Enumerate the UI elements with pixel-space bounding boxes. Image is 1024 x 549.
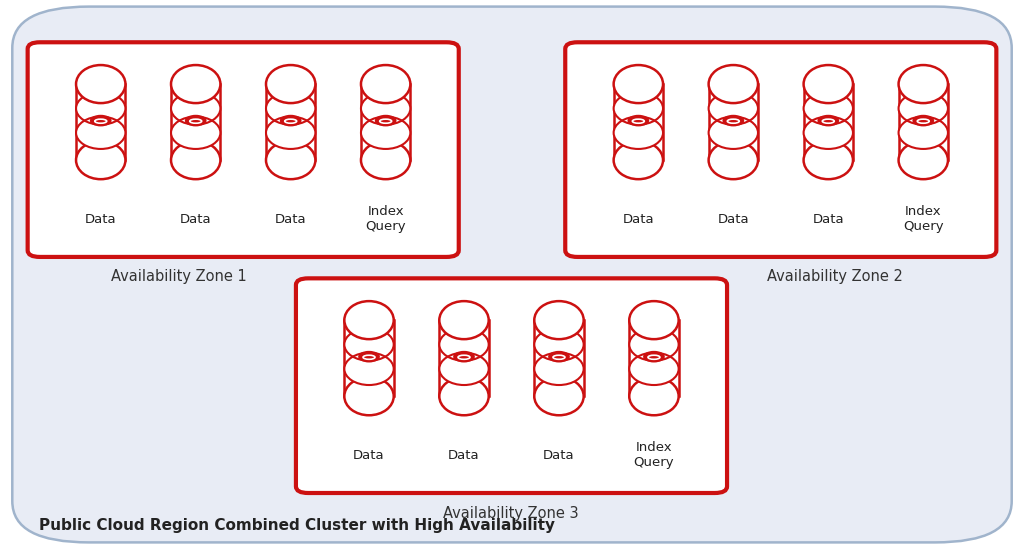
Text: Data: Data (623, 213, 654, 226)
Ellipse shape (804, 116, 853, 149)
Ellipse shape (804, 141, 853, 179)
Circle shape (280, 115, 301, 126)
Polygon shape (630, 320, 679, 396)
Polygon shape (709, 84, 758, 160)
Ellipse shape (709, 116, 758, 149)
Ellipse shape (630, 352, 679, 385)
Circle shape (548, 351, 569, 362)
Text: Availability Zone 3: Availability Zone 3 (443, 506, 579, 520)
Polygon shape (266, 84, 315, 160)
Polygon shape (613, 84, 663, 160)
Circle shape (912, 115, 934, 126)
FancyBboxPatch shape (296, 278, 727, 493)
Ellipse shape (76, 116, 125, 149)
Circle shape (454, 351, 475, 362)
Ellipse shape (344, 301, 393, 339)
Ellipse shape (709, 141, 758, 179)
Polygon shape (361, 84, 411, 160)
Text: Data: Data (85, 213, 117, 226)
Ellipse shape (76, 65, 125, 103)
Polygon shape (171, 84, 220, 160)
Text: Data: Data (353, 449, 385, 462)
Polygon shape (804, 84, 853, 160)
Ellipse shape (344, 328, 393, 361)
Ellipse shape (266, 65, 315, 103)
Ellipse shape (613, 141, 663, 179)
Ellipse shape (535, 301, 584, 339)
Circle shape (375, 115, 396, 126)
Ellipse shape (804, 65, 853, 103)
Text: Index
Query: Index Query (366, 205, 406, 233)
Ellipse shape (630, 301, 679, 339)
Ellipse shape (709, 65, 758, 103)
Ellipse shape (613, 92, 663, 125)
Ellipse shape (899, 141, 948, 179)
Ellipse shape (899, 92, 948, 125)
Ellipse shape (439, 328, 488, 361)
Ellipse shape (899, 116, 948, 149)
Ellipse shape (76, 92, 125, 125)
Text: Availability Zone 1: Availability Zone 1 (112, 269, 247, 284)
Ellipse shape (804, 92, 853, 125)
Ellipse shape (630, 328, 679, 361)
Polygon shape (899, 84, 948, 160)
Text: Availability Zone 2: Availability Zone 2 (767, 269, 902, 284)
Ellipse shape (266, 92, 315, 125)
Polygon shape (535, 320, 584, 396)
FancyBboxPatch shape (565, 42, 996, 257)
Circle shape (817, 115, 839, 126)
Polygon shape (344, 320, 393, 396)
Ellipse shape (171, 116, 220, 149)
Ellipse shape (439, 377, 488, 415)
Ellipse shape (535, 328, 584, 361)
Ellipse shape (361, 141, 411, 179)
Ellipse shape (266, 141, 315, 179)
Text: Public Cloud Region Combined Cluster with High Availability: Public Cloud Region Combined Cluster wit… (39, 518, 555, 534)
Ellipse shape (361, 116, 411, 149)
Ellipse shape (76, 141, 125, 179)
Text: Data: Data (274, 213, 306, 226)
Ellipse shape (439, 301, 488, 339)
Ellipse shape (709, 92, 758, 125)
Ellipse shape (899, 65, 948, 103)
Ellipse shape (171, 92, 220, 125)
Polygon shape (439, 320, 488, 396)
Text: Data: Data (543, 449, 574, 462)
Text: Data: Data (718, 213, 750, 226)
Circle shape (90, 115, 112, 126)
Circle shape (185, 115, 207, 126)
Ellipse shape (344, 377, 393, 415)
Circle shape (723, 115, 744, 126)
Ellipse shape (535, 377, 584, 415)
Ellipse shape (439, 352, 488, 385)
Polygon shape (76, 84, 125, 160)
Circle shape (358, 351, 380, 362)
Ellipse shape (266, 116, 315, 149)
Ellipse shape (361, 92, 411, 125)
Text: Data: Data (812, 213, 844, 226)
Ellipse shape (171, 141, 220, 179)
Text: Index
Query: Index Query (903, 205, 943, 233)
Ellipse shape (344, 352, 393, 385)
Text: Index
Query: Index Query (634, 441, 674, 469)
FancyBboxPatch shape (12, 7, 1012, 542)
Ellipse shape (171, 65, 220, 103)
Text: Data: Data (180, 213, 212, 226)
Ellipse shape (361, 65, 411, 103)
Ellipse shape (613, 65, 663, 103)
Ellipse shape (535, 352, 584, 385)
Circle shape (628, 115, 649, 126)
Circle shape (643, 351, 665, 362)
Text: Data: Data (449, 449, 480, 462)
Ellipse shape (630, 377, 679, 415)
FancyBboxPatch shape (28, 42, 459, 257)
Ellipse shape (613, 116, 663, 149)
